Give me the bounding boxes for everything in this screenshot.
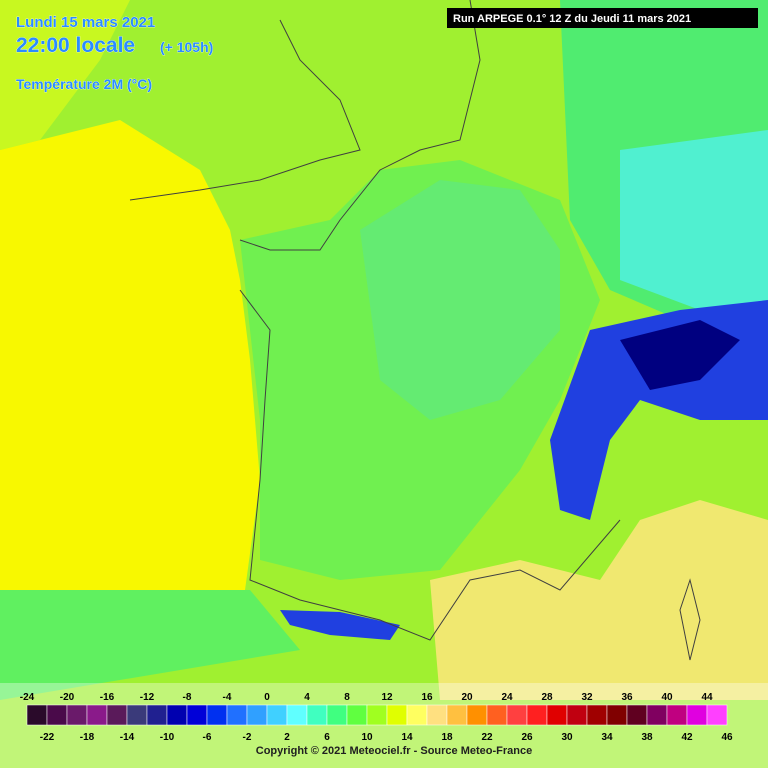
legend-swatch [706, 704, 728, 726]
run-box [447, 8, 758, 28]
legend-label: 12 [381, 692, 393, 703]
legend-label: 6 [324, 732, 330, 743]
legend-label: -14 [120, 732, 135, 743]
legend-label: 18 [441, 732, 453, 743]
legend-swatch [126, 704, 148, 726]
legend-swatch [366, 704, 388, 726]
legend-swatch [346, 704, 368, 726]
legend-swatch [626, 704, 648, 726]
legend-swatch [666, 704, 688, 726]
legend-swatch [266, 704, 288, 726]
legend-label: 22 [481, 732, 493, 743]
legend-label: 0 [264, 692, 270, 703]
legend-swatch [526, 704, 548, 726]
legend-label: -8 [183, 692, 192, 703]
legend-label: 40 [661, 692, 673, 703]
forecast-time: 22:00 locale [16, 34, 135, 57]
legend-label: 46 [721, 732, 733, 743]
run-info: Run ARPEGE 0.1° 12 Z du Jeudi 11 mars 20… [453, 13, 691, 25]
legend-swatch [326, 704, 348, 726]
legend-swatch [446, 704, 468, 726]
legend-swatch [186, 704, 208, 726]
coastlines [129, 0, 701, 661]
legend-swatch [306, 704, 328, 726]
legend-label: 20 [461, 692, 473, 703]
legend-swatch [646, 704, 668, 726]
legend-backdrop [0, 683, 768, 768]
copyright: Copyright © 2021 Meteociel.fr - Source M… [256, 745, 532, 757]
legend-label: -16 [100, 692, 115, 703]
legend-label: -18 [80, 732, 95, 743]
legend-swatch [226, 704, 248, 726]
legend-swatch [546, 704, 568, 726]
legend-swatch [466, 704, 488, 726]
legend-swatch [66, 704, 88, 726]
legend-swatch [246, 704, 268, 726]
legend-swatch [486, 704, 508, 726]
legend-label: 38 [641, 732, 653, 743]
legend-label: 14 [401, 732, 413, 743]
legend-label: -22 [40, 732, 55, 743]
legend-label: 24 [501, 692, 513, 703]
legend-label: 2 [284, 732, 290, 743]
legend-swatch [166, 704, 188, 726]
legend-swatch [146, 704, 168, 726]
legend-swatch [586, 704, 608, 726]
legend-label: 10 [361, 732, 373, 743]
legend-swatch [386, 704, 408, 726]
legend-label: 34 [601, 732, 613, 743]
legend-swatch [566, 704, 588, 726]
color-legend: -24-22-20-18-16-14-12-10-8-6-4-202468101… [20, 692, 733, 743]
legend-label: 26 [521, 732, 533, 743]
legend-swatch [426, 704, 448, 726]
legend-swatch [106, 704, 128, 726]
legend-label: 8 [344, 692, 350, 703]
legend-label: -10 [160, 732, 175, 743]
legend-label: -4 [223, 692, 232, 703]
legend-label: -24 [20, 692, 35, 703]
legend-label: 44 [701, 692, 713, 703]
legend-swatch [86, 704, 108, 726]
legend-label: 32 [581, 692, 593, 703]
legend-label: 4 [304, 692, 310, 703]
legend-swatch [46, 704, 68, 726]
forecast-date: Lundi 15 mars 2021 [16, 14, 155, 31]
legend-label: 30 [561, 732, 573, 743]
legend-label: 28 [541, 692, 553, 703]
legend-swatch [506, 704, 528, 726]
legend-swatch [406, 704, 428, 726]
legend-label: -6 [203, 732, 212, 743]
legend-swatch [606, 704, 628, 726]
legend-label: 42 [681, 732, 693, 743]
legend-swatch [26, 704, 48, 726]
legend-swatch [686, 704, 708, 726]
forecast-lead: (+ 105h) [160, 39, 213, 55]
legend-label: 16 [421, 692, 433, 703]
variable-title: Température 2M (°C) [16, 76, 152, 92]
legend-label: -12 [140, 692, 155, 703]
legend-label: -2 [243, 732, 252, 743]
legend-swatch [206, 704, 228, 726]
legend-swatch [286, 704, 308, 726]
legend-label: -20 [60, 692, 75, 703]
legend-label: 36 [621, 692, 633, 703]
